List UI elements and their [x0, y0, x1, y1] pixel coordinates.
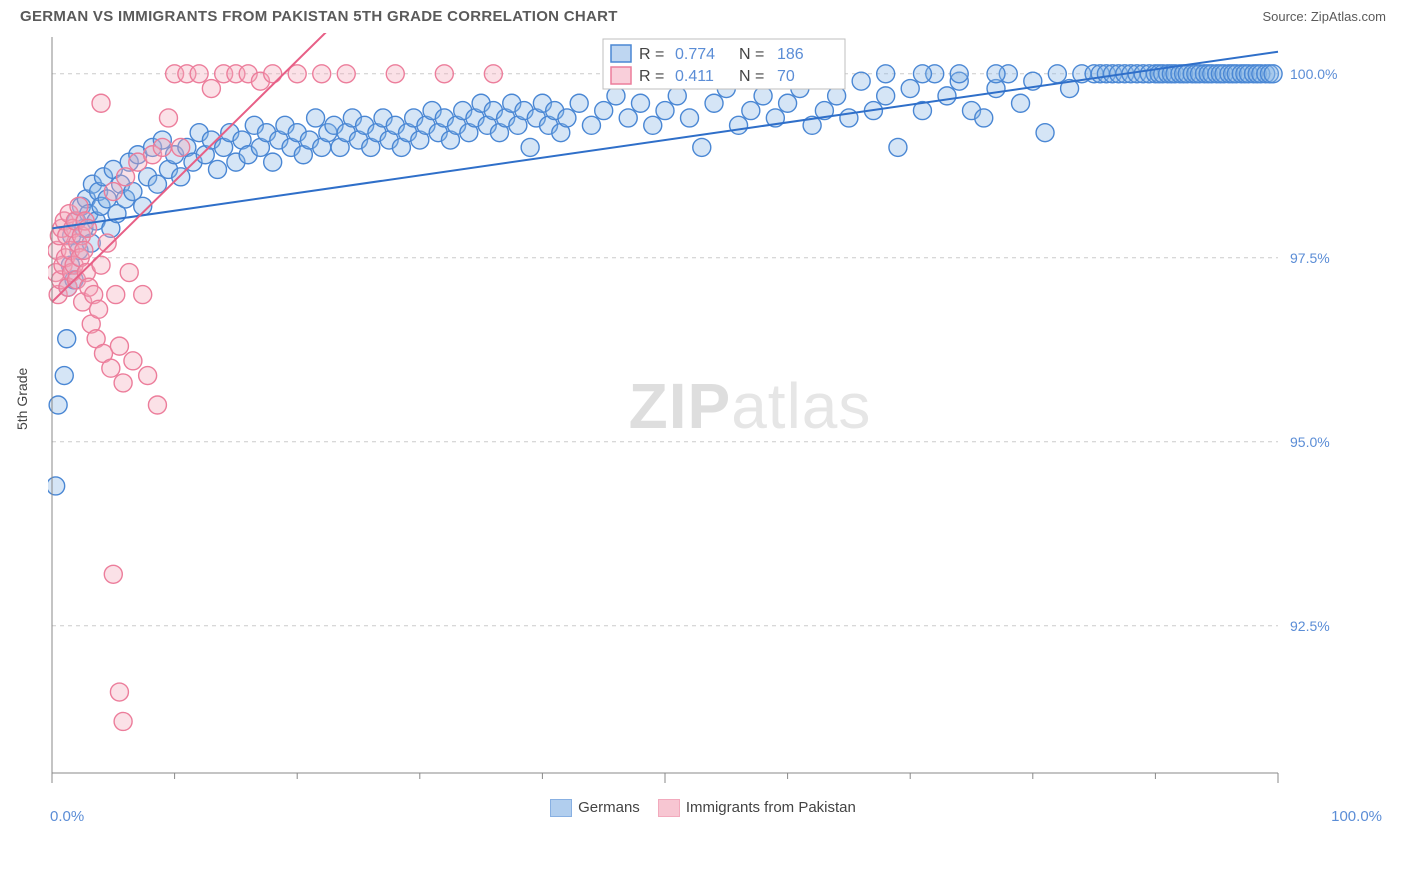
- y-tick-label: 95.0%: [1290, 434, 1330, 450]
- data-point: [114, 374, 132, 392]
- data-point: [386, 65, 404, 83]
- data-point: [1036, 124, 1054, 142]
- data-point: [1048, 65, 1066, 83]
- data-point: [159, 109, 177, 127]
- x-tick-label: 100.0%: [1331, 808, 1382, 825]
- data-point: [114, 712, 132, 730]
- data-point: [656, 102, 674, 120]
- data-point: [582, 116, 600, 134]
- data-point: [110, 683, 128, 701]
- data-point: [681, 109, 699, 127]
- data-point: [619, 109, 637, 127]
- data-point: [631, 94, 649, 112]
- data-point: [172, 138, 190, 156]
- legend-swatch: [611, 45, 631, 62]
- legend-swatch: [611, 67, 631, 84]
- data-point: [570, 94, 588, 112]
- legend-n-label: N =: [739, 68, 764, 85]
- data-point: [779, 94, 797, 112]
- data-point: [90, 300, 108, 318]
- data-point: [950, 65, 968, 83]
- legend-n-value: 70: [777, 68, 795, 85]
- legend-label: Immigrants from Pakistan: [686, 799, 856, 816]
- data-point: [107, 286, 125, 304]
- data-point: [693, 138, 711, 156]
- data-point: [190, 65, 208, 83]
- x-tick-label: 0.0%: [50, 808, 84, 825]
- data-point: [521, 138, 539, 156]
- legend-bottom: Germans Immigrants from Pakistan: [0, 799, 1406, 817]
- data-point: [153, 138, 171, 156]
- data-point: [1012, 94, 1030, 112]
- data-point: [337, 65, 355, 83]
- data-point: [644, 116, 662, 134]
- legend-swatch: [658, 799, 680, 817]
- data-point: [55, 367, 73, 385]
- data-point: [730, 116, 748, 134]
- data-point: [307, 109, 325, 127]
- data-point: [48, 477, 65, 495]
- data-point: [484, 65, 502, 83]
- data-point: [58, 330, 76, 348]
- source-label: Source: ZipAtlas.com: [1262, 9, 1386, 24]
- data-point: [877, 65, 895, 83]
- data-point: [607, 87, 625, 105]
- data-point: [209, 160, 227, 178]
- legend-label: Germans: [578, 799, 640, 816]
- data-point: [754, 87, 772, 105]
- y-tick-label: 92.5%: [1290, 618, 1330, 634]
- legend-n-value: 186: [777, 46, 804, 63]
- data-point: [742, 102, 760, 120]
- data-point: [595, 102, 613, 120]
- legend-swatch: [550, 799, 572, 817]
- legend-item: Germans: [550, 799, 640, 817]
- data-point: [98, 234, 116, 252]
- legend-r-value: 0.411: [675, 68, 714, 85]
- data-point: [172, 168, 190, 186]
- data-point: [938, 87, 956, 105]
- data-point: [110, 337, 128, 355]
- data-point: [75, 241, 93, 259]
- data-point: [102, 359, 120, 377]
- legend-item: Immigrants from Pakistan: [658, 799, 856, 817]
- data-point: [889, 138, 907, 156]
- y-tick-label: 97.5%: [1290, 250, 1330, 266]
- legend-r-label: R =: [639, 46, 664, 63]
- data-point: [558, 109, 576, 127]
- data-point: [264, 65, 282, 83]
- watermark: ZIPatlas: [629, 370, 872, 442]
- data-point: [828, 87, 846, 105]
- correlation-scatter-chart: 92.5% 95.0% 97.5% 100.0% ZIPatlas R = 0.774 N =…: [48, 33, 1348, 793]
- legend-r-label: R =: [639, 68, 664, 85]
- data-point: [877, 87, 895, 105]
- data-point: [668, 87, 686, 105]
- data-point: [120, 264, 138, 282]
- data-point: [264, 153, 282, 171]
- data-point: [148, 396, 166, 414]
- data-point: [901, 80, 919, 98]
- data-point: [92, 94, 110, 112]
- data-point: [134, 286, 152, 304]
- chart-title: GERMAN VS IMMIGRANTS FROM PAKISTAN 5TH G…: [20, 8, 618, 25]
- data-point: [117, 168, 135, 186]
- data-point: [139, 367, 157, 385]
- data-point: [705, 94, 723, 112]
- data-point: [202, 80, 220, 98]
- data-point: [435, 65, 453, 83]
- data-point: [987, 65, 1005, 83]
- data-point: [852, 72, 870, 90]
- data-point: [104, 565, 122, 583]
- data-point: [313, 65, 331, 83]
- y-axis-label: 5th Grade: [14, 368, 30, 430]
- legend-n-label: N =: [739, 46, 764, 63]
- data-point: [975, 109, 993, 127]
- data-point: [913, 65, 931, 83]
- legend-r-value: 0.774: [675, 46, 715, 63]
- data-point: [1264, 65, 1282, 83]
- y-tick-label: 100.0%: [1290, 66, 1337, 82]
- data-point: [124, 352, 142, 370]
- data-point: [104, 183, 122, 201]
